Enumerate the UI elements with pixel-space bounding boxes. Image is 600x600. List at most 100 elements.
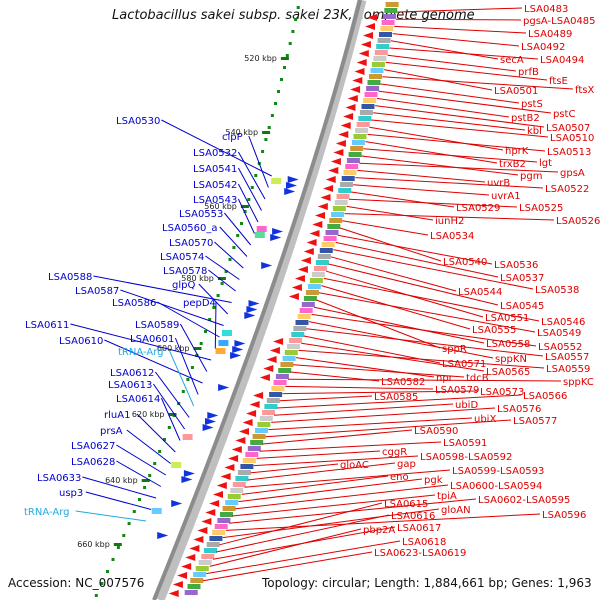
reverse-gene-arrow: [185, 554, 196, 561]
right-gene-label: LSA0558: [486, 339, 530, 350]
gene-band: [217, 518, 231, 523]
gene-band: [291, 332, 305, 337]
right-label-leader: [244, 469, 451, 488]
right-label-leader: [321, 285, 471, 330]
gene-band: [293, 326, 307, 331]
right-gene-label: LSA0615: [384, 499, 428, 510]
left-label-leader: [154, 371, 190, 418]
gene-block: [254, 232, 265, 238]
right-label-leader: [390, 40, 499, 60]
left-gene-label: LSA0532: [193, 148, 237, 159]
right-gene-label: eno: [390, 472, 409, 483]
right-gene-label: ubiD: [455, 400, 478, 411]
right-label-leader: [313, 306, 485, 344]
right-gene-label: secA: [500, 55, 524, 66]
right-label-leader: [311, 313, 537, 347]
gene-band: [374, 50, 388, 55]
forward-gene-arrow: [272, 228, 284, 235]
left-gene-label: LSA0589: [135, 320, 179, 331]
right-gene-label: LSA0591: [443, 438, 487, 449]
gene-band: [371, 62, 385, 67]
gene-band: [336, 194, 350, 199]
gene-band: [187, 584, 201, 589]
gene-block: [256, 226, 267, 232]
tick-label: 620 kbp: [132, 410, 165, 419]
left-gene-label: LSA0633: [37, 473, 81, 484]
left-gene-label: LSA0541: [193, 164, 237, 175]
tick-dot: [267, 126, 271, 129]
gene-band: [240, 464, 254, 469]
right-label-leader: [357, 169, 486, 183]
reverse-gene-arrow: [291, 284, 302, 291]
left-gene-label: tRNA-Arg: [24, 507, 69, 518]
right-gene-label: gap: [397, 459, 416, 470]
major-tick: [168, 413, 177, 416]
gene-band: [359, 110, 373, 115]
left-label-leader: [214, 241, 244, 269]
left-gene-label: LSA0614: [116, 394, 160, 405]
forward-gene-arrow: [286, 182, 297, 189]
gene-band: [370, 68, 384, 73]
label-layer: LSA0530 clpP LSA0532 LSA0541 LSA0542 LSA0543 L…: [24, 4, 600, 582]
tick-dot: [111, 558, 115, 561]
left-gene-label: LSA0553: [179, 209, 223, 220]
right-gene-label: LSA0582: [381, 377, 425, 388]
gene-band: [355, 128, 369, 133]
reverse-gene-arrow: [367, 14, 377, 21]
left-label-leader: [120, 289, 224, 326]
right-label-leader: [279, 395, 373, 402]
gene-band: [351, 140, 365, 145]
gene-band: [323, 236, 337, 241]
gene-band: [297, 314, 311, 319]
gene-band: [340, 182, 353, 187]
reverse-gene-arrow: [172, 581, 183, 588]
gene-band: [385, 2, 399, 7]
gene-band: [343, 170, 357, 175]
gene-block: [271, 178, 282, 184]
forward-gene-arrow: [284, 188, 296, 195]
map-title: Lactobacillus sakei subsp. sakei 23K, co…: [112, 8, 475, 23]
major-tick: [240, 205, 249, 208]
left-gene-label: rluA1: [104, 410, 130, 421]
gene-band: [383, 14, 396, 19]
right-gene-label: LSA0529: [456, 203, 500, 214]
gene-band: [299, 308, 313, 313]
left-label-leader: [93, 275, 232, 303]
right-label-leader: [285, 385, 434, 390]
left-label-leader: [198, 283, 229, 315]
gene-band: [295, 320, 309, 325]
tick-dot: [285, 54, 289, 57]
tick-label: 600 kbp: [157, 344, 190, 353]
right-gene-label: pbp2A: [363, 525, 395, 536]
right-gene-label: LSA0555: [472, 325, 516, 336]
right-label-leader: [369, 126, 504, 151]
left-label-leader: [70, 323, 212, 361]
right-label-leader: [262, 429, 413, 445]
tick-dot: [94, 594, 98, 597]
tick-dot: [296, 6, 300, 9]
gene-band: [195, 566, 209, 571]
reverse-gene-arrow: [273, 338, 284, 345]
right-gene-label: LSA0617: [397, 523, 441, 534]
reverse-gene-arrow: [312, 221, 323, 228]
gene-band: [317, 254, 331, 259]
left-gene-label: LSA0542: [193, 180, 237, 191]
left-label-leader: [152, 383, 186, 430]
reverse-gene-arrow: [213, 491, 223, 498]
tick-dot: [163, 438, 166, 441]
right-label-leader: [306, 328, 544, 357]
left-label-leader: [224, 212, 252, 246]
right-gene-label: LSA0494: [540, 55, 584, 66]
reverse-gene-arrow: [220, 473, 231, 480]
right-label-leader: [361, 155, 519, 176]
gene-band: [369, 74, 382, 79]
left-label-leader: [237, 183, 259, 223]
right-label-leader: [375, 105, 545, 128]
right-label-leader: [342, 220, 429, 236]
forward-gene-arrow: [183, 470, 195, 477]
right-gene-label: LSA0483: [524, 4, 568, 15]
right-gene-label: LSA0600-LSA0594: [450, 481, 542, 492]
tick-dot: [277, 90, 280, 93]
gene-block: [171, 462, 182, 468]
gene-band: [269, 392, 283, 397]
